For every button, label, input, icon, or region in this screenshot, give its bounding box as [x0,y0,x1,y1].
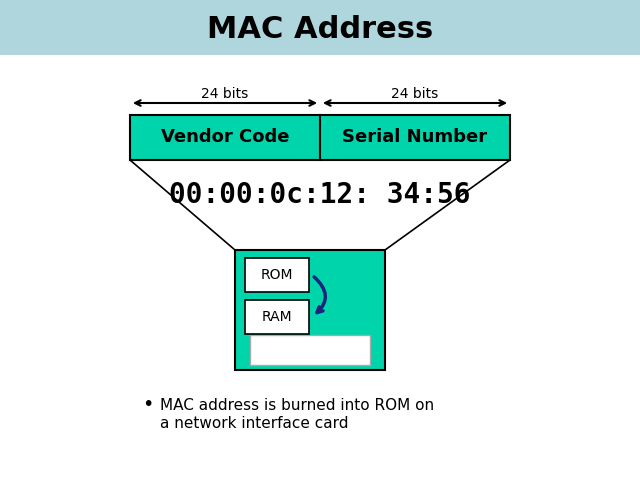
Text: 00:00:0c:12: 34:56: 00:00:0c:12: 34:56 [169,181,471,209]
Text: 24 bits: 24 bits [392,87,438,101]
Text: RAM: RAM [262,310,292,324]
Text: •: • [142,396,154,415]
FancyBboxPatch shape [245,258,309,292]
Text: Serial Number: Serial Number [342,129,488,146]
Text: ROM: ROM [260,268,293,282]
FancyBboxPatch shape [0,0,640,55]
Text: MAC Address: MAC Address [207,15,433,45]
FancyBboxPatch shape [130,115,510,160]
Text: Vendor Code: Vendor Code [161,129,289,146]
FancyBboxPatch shape [235,250,385,370]
FancyBboxPatch shape [250,335,370,365]
Text: MAC address is burned into ROM on: MAC address is burned into ROM on [160,397,434,412]
Text: a network interface card: a network interface card [160,416,349,431]
Text: 24 bits: 24 bits [202,87,248,101]
FancyBboxPatch shape [245,300,309,334]
